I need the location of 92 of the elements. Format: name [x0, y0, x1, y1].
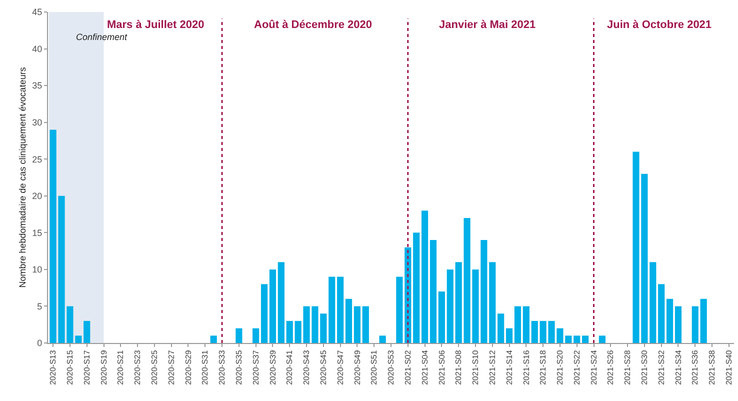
- bar: [650, 262, 656, 343]
- bar: [489, 262, 496, 343]
- x-tick-label: 2020-S41: [285, 350, 294, 385]
- x-tick-label: 2021-S12: [488, 350, 497, 385]
- bar: [354, 306, 360, 343]
- bar: [362, 306, 369, 343]
- y-axis-title: Nombre hebdomadaire de cas cliniquement évocateurs: [18, 66, 28, 288]
- x-tick-label: 2020-S33: [218, 350, 227, 385]
- x-tick-label: 2021-S06: [437, 350, 446, 385]
- x-tick-label: 2021-S28: [623, 350, 632, 385]
- annotation: Août à Décembre 2020: [254, 19, 372, 31]
- x-tick-label: 2020-S35: [234, 350, 244, 385]
- bar: [674, 306, 682, 343]
- x-tick-label: 2020-S25: [150, 350, 160, 385]
- bar: [328, 276, 336, 343]
- x-tick-label: 2021-S38: [708, 350, 717, 385]
- x-tick-label: 2021-S26: [606, 350, 616, 385]
- bar: [582, 336, 589, 343]
- x-tick-label: 2021-S40: [724, 350, 734, 385]
- x-tick-label: 2020-S23: [133, 350, 142, 385]
- x-tick-label: 2021-S02: [404, 350, 412, 385]
- x-tick-label: 2021-S10: [471, 350, 480, 385]
- bar: [430, 240, 437, 343]
- bar: [345, 298, 352, 343]
- x-tick-label: 2020-S37: [251, 350, 260, 385]
- bar: [396, 276, 403, 343]
- bar: [84, 320, 90, 343]
- bar: [413, 232, 420, 343]
- bar: [506, 328, 513, 343]
- x-tick-label: 2021-S22: [572, 350, 582, 385]
- bar: [252, 328, 260, 343]
- bar: [658, 284, 665, 343]
- x-tick-label: 2021-S18: [538, 350, 548, 385]
- bar: [269, 269, 276, 343]
- bar: [498, 314, 504, 343]
- y-tick-label: 40: [32, 44, 42, 54]
- bar: [286, 320, 293, 343]
- bar: [379, 336, 386, 343]
- x-tick-label: 2020-S43: [302, 350, 312, 385]
- x-tick-label: 2021-S16: [522, 350, 531, 385]
- bar: [598, 336, 606, 343]
- annotation: Juin à Octobre 2021: [607, 19, 712, 31]
- y-tick-label: 45: [32, 7, 42, 18]
- x-tick-label: 2021-S36: [690, 350, 700, 385]
- bar: [210, 336, 217, 343]
- x-tick-label: 2020-S49: [352, 350, 362, 385]
- y-tick-label: 0: [37, 338, 42, 348]
- bar: [438, 292, 445, 343]
- x-tick-label: 2020-S27: [166, 350, 176, 385]
- x-tick-label: 2021-S04: [420, 350, 430, 385]
- bar: [260, 284, 268, 343]
- bar: [700, 298, 707, 343]
- bar: [337, 276, 344, 343]
- bar: [666, 298, 674, 343]
- y-tick-label: 30: [32, 117, 42, 128]
- x-tick-label: 2020-S17: [82, 350, 92, 385]
- x-tick-label: 2021-S08: [454, 350, 464, 385]
- x-tick-label: 2021-S20: [556, 350, 565, 385]
- y-tick-label: 10: [32, 264, 42, 275]
- x-tick-label: 2020-S53: [386, 350, 396, 385]
- x-tick-label: 2020-S45: [319, 350, 328, 385]
- x-tick-label: 2021-S34: [674, 350, 683, 385]
- x-tick-label: 2020-S19: [99, 350, 108, 385]
- x-tick-label: 2020-S47: [336, 350, 345, 385]
- y-tick-label: 25: [32, 154, 42, 164]
- band-label: Confinement: [76, 32, 128, 42]
- x-tick-label: 2020-S31: [200, 350, 210, 385]
- x-tick-label: 2020-S39: [268, 350, 278, 385]
- x-tick-label: 2021-S30: [640, 350, 650, 385]
- x-tick-label: 2021-S32: [656, 350, 666, 385]
- bar: [574, 336, 580, 343]
- bar: [531, 320, 538, 343]
- bar: [446, 269, 454, 343]
- annotation: Mars à Juillet 2020: [107, 19, 204, 31]
- bar: [692, 306, 698, 343]
- bar: [522, 306, 530, 343]
- y-tick-label: 35: [32, 80, 42, 91]
- x-tick-label: 2021-S14: [504, 350, 514, 385]
- y-tick-label: 5: [37, 301, 42, 312]
- bar: [236, 328, 242, 343]
- x-tick-label: 2020-S29: [184, 350, 193, 385]
- annotation: Janvier à Mai 2021: [439, 19, 536, 31]
- y-tick-label: 15: [32, 228, 42, 238]
- bar: [278, 262, 284, 343]
- bar: [422, 210, 428, 343]
- x-tick-label: 2020-S13: [48, 350, 58, 385]
- x-tick-label: 2020-S21: [116, 350, 126, 385]
- y-tick-label: 20: [32, 191, 42, 202]
- x-tick-label: 2021-S24: [589, 350, 598, 385]
- x-tick-label: 2020-S51: [370, 350, 379, 385]
- x-tick-label: 2020-S15: [66, 350, 75, 385]
- bar: [514, 306, 522, 343]
